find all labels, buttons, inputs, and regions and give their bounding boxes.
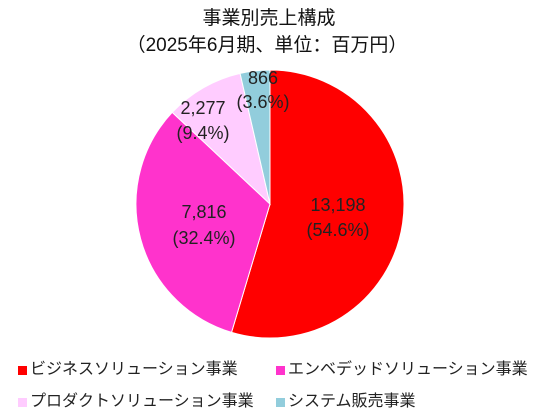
data-label-percent: (32.4%) — [172, 228, 235, 248]
pie-slice — [135, 111, 271, 333]
data-label-value: 13,198 — [310, 195, 365, 215]
pie-slice — [171, 72, 271, 206]
pie-slices — [135, 69, 405, 339]
pie-slice — [239, 69, 271, 205]
data-label-percent: (9.4%) — [176, 123, 229, 143]
data-label-value: 866 — [248, 68, 278, 88]
chart-subtitle: （2025年6月期、単位：百万円） — [127, 34, 408, 56]
pie-slice — [230, 69, 405, 339]
data-label-value: 7,816 — [181, 202, 226, 222]
data-labels: 13,198 (54.6%) 7,816 (32.4%) 2,277 (9.4%… — [172, 68, 369, 248]
data-label-percent: (3.6%) — [236, 92, 289, 112]
chart-title: 事業別売上構成 — [202, 7, 335, 29]
data-label-value: 2,277 — [180, 98, 225, 118]
data-label-percent: (54.6%) — [306, 220, 369, 240]
